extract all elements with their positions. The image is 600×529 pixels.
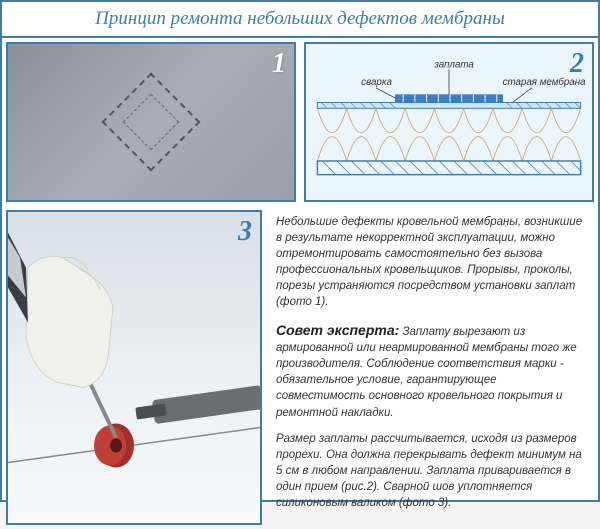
infographic-container: Принцип ремонта небольших дефектов мембр…	[0, 0, 600, 502]
leader-membrane	[512, 88, 532, 103]
top-row: 1 2 сварка заплата старая мембрана	[2, 38, 598, 206]
panel-3: 3	[6, 210, 262, 525]
heat-gun-icon	[135, 385, 260, 424]
patch-rect	[395, 95, 502, 103]
paragraph-1: Небольшие дефекты кровельной мембраны, в…	[276, 214, 588, 311]
bottom-row: 3	[2, 206, 598, 529]
dashed-patch-outline	[102, 73, 201, 172]
label-zaplata: заплата	[433, 59, 474, 70]
floor-slab	[317, 161, 580, 175]
text-area: Небольшие дефекты кровельной мембраны, в…	[266, 206, 598, 529]
header-title: Принцип ремонта небольших дефектов мембр…	[95, 8, 505, 29]
membrane-diagram: сварка заплата старая мембрана	[306, 44, 592, 200]
panel-1: 1	[6, 42, 296, 202]
roller-illustration	[8, 212, 260, 523]
expert-label: Совет эксперта:	[276, 322, 399, 338]
panel-2: 2 сварка заплата старая мембрана	[304, 42, 594, 202]
label-svarka: сварка	[361, 77, 392, 88]
insulation-layer	[317, 108, 580, 161]
paragraph-2-body: Заплату вырезают из армированной или неа…	[276, 326, 577, 419]
gloved-hand-icon	[8, 233, 113, 388]
seam-line	[8, 428, 260, 463]
panel-2-number: 2	[570, 48, 584, 80]
dashed-patch-inner	[123, 94, 180, 151]
paragraph-2: Совет эксперта: Заплату вырезают из арми…	[276, 321, 588, 421]
header: Принцип ремонта небольших дефектов мембр…	[2, 2, 598, 38]
panel-1-number: 1	[272, 48, 286, 80]
paragraph-3: Размер заплаты рассчитывается, исходя из…	[276, 431, 588, 511]
